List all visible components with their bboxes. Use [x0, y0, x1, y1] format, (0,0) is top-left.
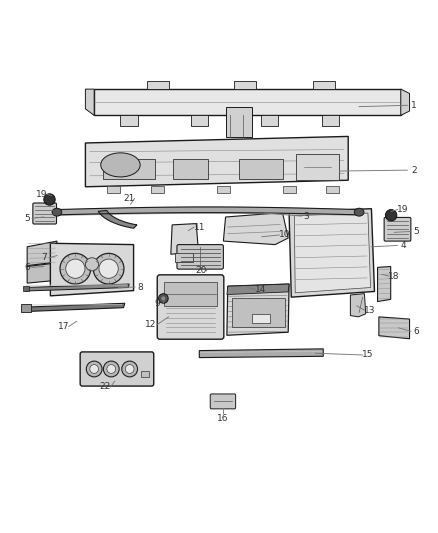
Text: 14: 14 [255, 285, 266, 294]
Circle shape [159, 294, 168, 303]
Polygon shape [350, 294, 366, 317]
Text: 17: 17 [58, 322, 69, 331]
FancyBboxPatch shape [80, 352, 154, 386]
Bar [21, 304, 31, 312]
Circle shape [99, 259, 118, 278]
Polygon shape [227, 284, 289, 295]
Ellipse shape [101, 153, 140, 177]
Polygon shape [379, 317, 410, 339]
Circle shape [60, 253, 91, 284]
Polygon shape [227, 284, 289, 335]
Bar [107, 187, 120, 193]
Text: 6: 6 [24, 263, 30, 272]
Text: 1: 1 [411, 101, 417, 110]
Text: 8: 8 [137, 282, 143, 292]
Polygon shape [199, 349, 323, 358]
Circle shape [93, 253, 124, 284]
FancyBboxPatch shape [33, 203, 57, 224]
Bar [226, 107, 252, 138]
Circle shape [86, 361, 102, 377]
Text: 7: 7 [41, 253, 47, 262]
Bar [23, 286, 29, 291]
Text: 18: 18 [389, 272, 400, 281]
Bar [239, 159, 283, 179]
Polygon shape [98, 211, 137, 228]
Ellipse shape [354, 208, 364, 216]
Bar [232, 298, 285, 327]
Bar [313, 81, 335, 89]
Bar [261, 115, 278, 126]
FancyBboxPatch shape [210, 394, 236, 409]
Polygon shape [294, 213, 371, 293]
Bar [173, 159, 208, 179]
Text: 10: 10 [279, 230, 290, 239]
Bar [141, 371, 149, 377]
Polygon shape [27, 241, 57, 265]
Polygon shape [24, 284, 129, 291]
Text: 13: 13 [364, 306, 376, 315]
Circle shape [125, 365, 134, 374]
Circle shape [122, 361, 138, 377]
Text: 4: 4 [400, 241, 406, 250]
FancyBboxPatch shape [177, 245, 223, 269]
FancyBboxPatch shape [384, 217, 411, 241]
Polygon shape [23, 303, 125, 312]
Circle shape [44, 194, 55, 205]
Bar [322, 115, 339, 126]
Polygon shape [85, 89, 94, 115]
Bar [296, 154, 339, 180]
Bar [191, 115, 208, 126]
Text: 6: 6 [413, 327, 419, 336]
Text: 9: 9 [155, 299, 161, 308]
Text: 19: 19 [397, 205, 409, 214]
Polygon shape [223, 213, 288, 245]
Bar [175, 253, 193, 262]
Bar [120, 115, 138, 126]
Circle shape [90, 365, 99, 374]
Circle shape [66, 259, 85, 278]
Bar [217, 187, 230, 193]
Bar [326, 187, 339, 193]
Polygon shape [85, 136, 348, 187]
Polygon shape [401, 89, 410, 115]
Bar [103, 159, 155, 179]
Polygon shape [289, 209, 374, 297]
Text: 2: 2 [411, 166, 417, 175]
Text: 12: 12 [145, 320, 157, 329]
Text: 11: 11 [194, 223, 205, 231]
Text: 15: 15 [362, 351, 374, 359]
Text: 16: 16 [217, 414, 228, 423]
Circle shape [385, 209, 397, 221]
Text: 3: 3 [304, 212, 310, 221]
Bar [304, 159, 335, 179]
Bar [151, 187, 164, 193]
Bar [234, 81, 256, 89]
Bar [164, 282, 217, 306]
Text: 20: 20 [196, 266, 207, 276]
Polygon shape [171, 223, 198, 254]
Bar [283, 187, 296, 193]
Circle shape [85, 258, 99, 271]
Text: 22: 22 [99, 383, 111, 391]
Circle shape [103, 361, 119, 377]
Bar [94, 89, 401, 115]
Text: 21: 21 [124, 194, 135, 203]
Circle shape [161, 296, 166, 301]
Bar [252, 314, 270, 322]
Polygon shape [50, 243, 134, 296]
Bar [147, 81, 169, 89]
Ellipse shape [52, 208, 62, 216]
Polygon shape [27, 263, 56, 283]
Text: 5: 5 [413, 227, 419, 236]
Text: 19: 19 [36, 190, 47, 199]
Text: 5: 5 [24, 214, 30, 223]
Polygon shape [378, 266, 391, 302]
FancyBboxPatch shape [157, 275, 224, 339]
Circle shape [107, 365, 116, 374]
